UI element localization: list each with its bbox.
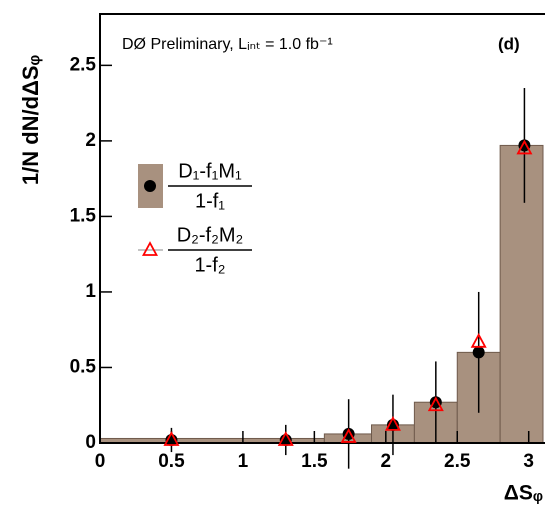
data-point <box>516 139 533 155</box>
x-axis-label: ΔSᵩ <box>504 482 543 505</box>
data-point <box>384 415 401 431</box>
x-tick-label: 3 <box>523 451 534 472</box>
x-tick-label: 1 <box>238 451 249 472</box>
x-tick-label: 2 <box>381 451 392 472</box>
y-tick-label: 0.5 <box>70 356 97 377</box>
legend-marker <box>141 241 159 256</box>
panel-label: (d) <box>498 34 520 53</box>
y-tick-label: 1.5 <box>70 205 97 226</box>
annotation: DØ Preliminary, Lᵢₙₜ = 1.0 fb⁻¹ <box>122 36 333 53</box>
y-tick-label: 2.5 <box>70 54 97 75</box>
data-point <box>427 396 444 412</box>
legend-label: D₁-f₁M₁ <box>178 160 242 182</box>
x-tick-label: 0.5 <box>158 451 185 472</box>
plot-frame <box>99 13 545 444</box>
data-point <box>163 431 180 446</box>
legend-label: 1-f₁ <box>195 190 225 212</box>
y-axis-label: 1/N dN/dΔSᵩ <box>18 54 43 185</box>
legend-marker <box>144 180 156 192</box>
x-tick-label: 1.5 <box>301 451 328 472</box>
y-tick-label: 2 <box>85 130 96 151</box>
legend-label: 1-f₂ <box>194 254 225 276</box>
x-tick-label: 2.5 <box>444 451 471 472</box>
histogram-bar <box>499 144 544 444</box>
data-point <box>277 431 294 446</box>
x-tick-label: 0 <box>95 451 106 472</box>
data-point <box>472 346 485 359</box>
data-point <box>340 428 357 443</box>
data-point <box>470 332 487 348</box>
y-tick-label: 0 <box>85 432 96 453</box>
y-tick-label: 1 <box>85 281 96 302</box>
legend-label: D₂-f₂M₂ <box>177 224 244 246</box>
